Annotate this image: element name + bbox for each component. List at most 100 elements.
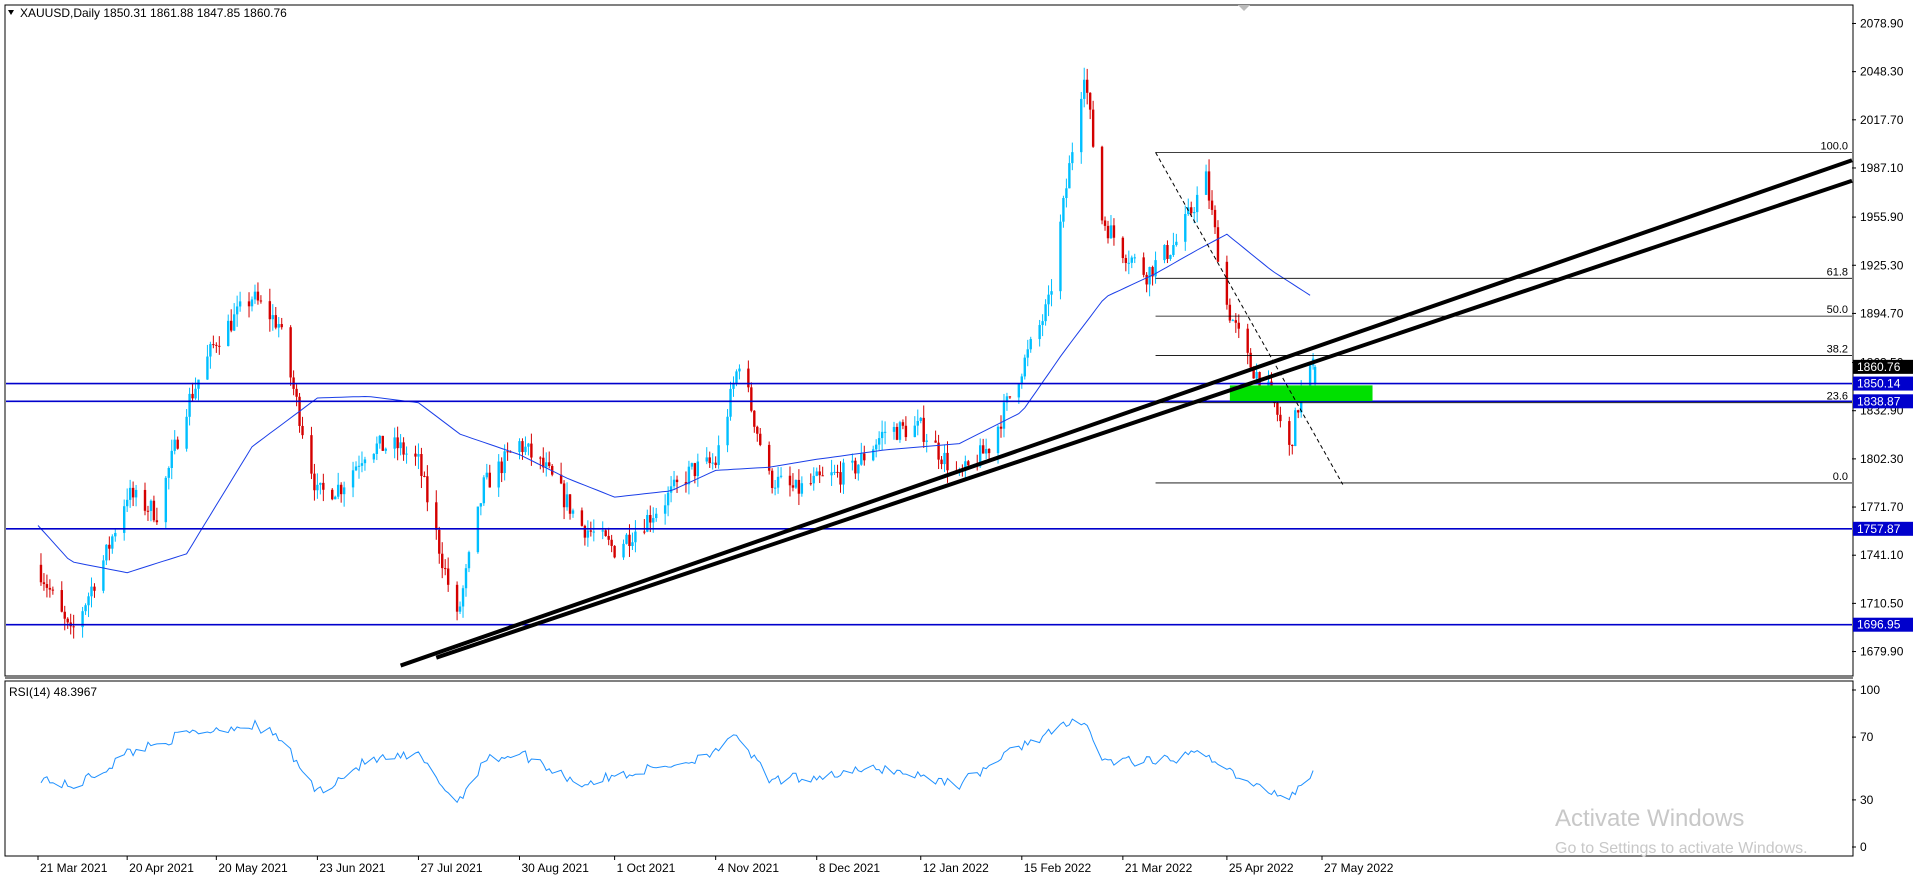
trendline[interactable] [399,158,1853,668]
candle [215,342,218,353]
candle [747,360,750,393]
candle [1288,416,1291,456]
fib-level-label: 0.0 [1833,471,1848,483]
symbol-ohlc-label: XAUUSD,Daily 1850.31 1861.88 1847.85 186… [20,6,287,20]
candle [1207,159,1211,209]
candle [898,420,902,443]
candle [503,444,506,481]
candle [259,295,263,304]
candle [438,526,441,564]
candle [1184,205,1187,251]
candle [435,490,438,540]
candle [580,507,584,527]
time-tick-label: 4 Nov 2021 [718,861,780,875]
rsi-series-line [40,718,1314,804]
candle [675,475,679,493]
candle [655,507,658,522]
candle [1142,252,1145,278]
candle [1163,244,1166,264]
candle [1166,240,1169,264]
level-price-tag-bg [1853,394,1913,409]
candle [916,409,919,436]
candle [776,466,780,494]
candle [1169,254,1172,261]
candle [934,430,937,443]
horizontal-levels[interactable] [6,382,1852,626]
candle [232,303,236,332]
candle [770,468,774,494]
candle [1068,155,1071,189]
candle [497,454,500,497]
candle [146,505,150,521]
candle [464,563,468,597]
candle [1291,444,1294,455]
time-tick-label: 12 Jan 2022 [923,861,989,875]
candle [357,455,361,479]
candle [1100,145,1104,225]
candle [1190,201,1193,217]
candle [857,464,860,481]
level-price-tag-bg [1853,521,1913,536]
trendline[interactable] [435,178,1853,660]
candle [331,488,334,501]
price-tick-label: 1710.50 [1860,596,1904,610]
candle [334,495,337,500]
candle [206,344,209,380]
chevron-down-icon[interactable] [1238,5,1250,11]
candle [877,431,881,451]
candle [342,481,346,507]
candle [922,405,925,448]
candle [943,444,946,473]
candle [1216,220,1220,262]
candle [167,466,170,490]
demand-zone[interactable] [1229,385,1373,402]
candle [84,603,87,615]
candle [1047,285,1050,317]
candle [883,421,887,445]
candle [610,534,613,553]
candle [393,427,396,459]
candle [155,507,159,525]
fib-diagonal[interactable] [1155,152,1344,485]
candle [375,436,379,461]
candle [919,416,922,424]
candle [274,306,277,330]
candle [1133,253,1136,264]
rsi-label: RSI(14) 48.3967 [9,685,97,699]
price-tick-label: 1679.90 [1860,645,1904,659]
candle [384,447,387,454]
candle [937,434,940,470]
candle [913,416,917,438]
fibonacci-retracement[interactable]: 100.0 61.8 50.0 38.2 23.6 0.0 [1155,140,1852,485]
time-tick-label: 21 Mar 2021 [40,861,108,875]
activate-windows-title: Activate Windows [1555,805,1744,832]
candle [111,534,114,554]
candle [229,309,233,333]
candle [339,482,343,503]
candle [1231,318,1235,322]
candle [684,471,688,493]
price-tags: 1850.14 1838.87 1757.87 1696.95 1860.76 [1853,359,1913,632]
price-tick-label: 1802.30 [1860,452,1904,466]
candle [738,364,741,380]
trendlines[interactable] [399,158,1853,668]
candle [1124,254,1128,272]
current-price-tag: 1860.76 [1857,360,1901,374]
candle [981,438,985,454]
candle [212,335,215,349]
triangle-down-icon[interactable] [8,10,14,15]
candle [485,463,489,480]
candle [378,434,382,449]
candle [880,420,884,450]
candle [289,325,292,386]
candle [1026,339,1029,367]
candle [625,533,628,545]
candle [705,447,708,465]
candle [1085,68,1089,105]
candle [122,499,126,541]
candle [559,462,563,485]
rsi-axis: 100 70 30 0 [1852,683,1880,854]
candle [152,495,156,523]
